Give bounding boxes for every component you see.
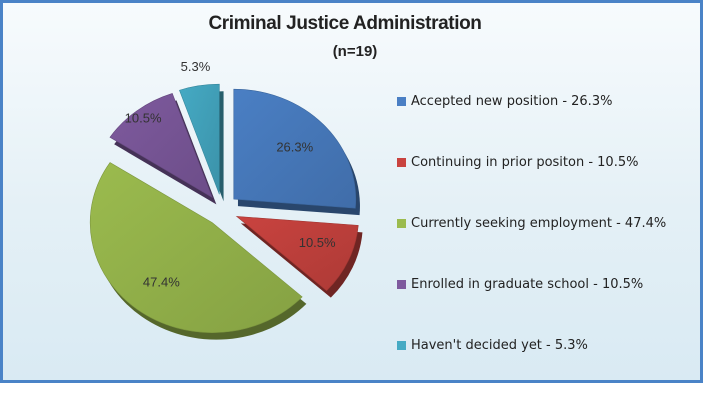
legend-label: Currently seeking employment - 47.4% bbox=[411, 216, 667, 231]
chart-subtitle: (n=19) bbox=[332, 43, 378, 60]
pie-data-label-1: 26.3% bbox=[276, 139, 313, 154]
legend-swatch bbox=[397, 280, 406, 289]
pie-slice-2 bbox=[235, 216, 359, 292]
pie-slice-1 bbox=[233, 88, 357, 209]
legend-swatch bbox=[397, 219, 406, 228]
legend-swatch bbox=[397, 158, 406, 167]
pie-chart: 26.3% 10.5% 47.4% 10.5% 5.3% bbox=[89, 59, 363, 340]
pie-data-label-4: 10.5% bbox=[125, 111, 162, 126]
legend-label: Haven't decided yet - 5.3% bbox=[411, 338, 588, 353]
legend-label: Continuing in prior positon - 10.5% bbox=[411, 155, 639, 170]
legend-swatch bbox=[397, 341, 406, 350]
legend-label: Accepted new position - 26.3% bbox=[411, 94, 613, 109]
legend-label: Enrolled in graduate school - 10.5% bbox=[411, 277, 644, 292]
pie-data-label-2: 10.5% bbox=[299, 235, 336, 250]
pie-data-label-3: 47.4% bbox=[143, 275, 180, 290]
pie-slice-4 bbox=[109, 93, 213, 199]
pie-data-label-5: 5.3% bbox=[181, 59, 211, 74]
chart-title: Criminal Justice Administration bbox=[208, 13, 482, 34]
pie-slice-3 bbox=[89, 162, 303, 333]
pie-slice-5 bbox=[179, 83, 220, 195]
legend-swatch bbox=[397, 97, 406, 106]
